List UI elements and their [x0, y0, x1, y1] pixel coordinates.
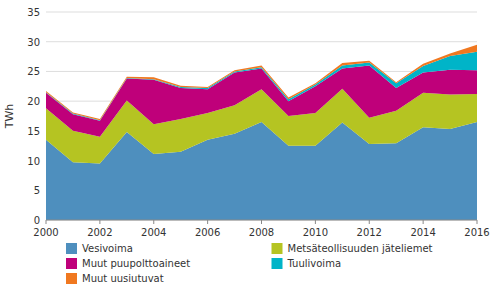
- y-tick-label: 30: [27, 37, 40, 48]
- x-tick-label: 2000: [33, 227, 58, 238]
- y-tick-label: 15: [27, 126, 40, 137]
- grid: [46, 12, 477, 220]
- legend-label: Tuulivoima: [287, 258, 342, 269]
- x-tick: [315, 220, 316, 224]
- x-tick: [477, 220, 478, 224]
- y-tick-label: 35: [27, 7, 40, 18]
- areas: [46, 45, 477, 220]
- chart: 0 5 10 15 20 25 30 35 2000 2002 2004 2006 2008 2010 20…: [0, 0, 491, 303]
- y-tick-label: 10: [27, 156, 40, 167]
- y-tick-label: 20: [27, 96, 40, 107]
- x-tick: [261, 220, 262, 224]
- legend-label: Vesivoima: [82, 243, 133, 254]
- x-tick: [369, 220, 370, 224]
- y-tick-label: 5: [34, 185, 40, 196]
- x-tick-label: 2010: [303, 227, 328, 238]
- grid-line: [46, 41, 477, 42]
- legend-swatch: [272, 243, 283, 254]
- y-axis-label: TWh: [3, 104, 16, 130]
- legend-swatch: [66, 243, 77, 254]
- x-tick: [46, 220, 47, 224]
- grid-line: [46, 12, 477, 13]
- y-tick-label: 0: [34, 215, 40, 226]
- legend-label: Muut puupolttoaineet: [82, 258, 190, 269]
- area: [46, 52, 477, 121]
- x-tick: [423, 220, 424, 224]
- x-tick: [207, 220, 208, 224]
- x-tick-label: 2008: [249, 227, 274, 238]
- x-tick-label: 2004: [141, 227, 166, 238]
- x-tick: [153, 220, 154, 224]
- x-tick-label: 2002: [87, 227, 112, 238]
- legend-swatch: [66, 258, 77, 269]
- x-tick: [99, 220, 100, 224]
- x-tick-label: 2014: [410, 227, 435, 238]
- legend-swatch: [272, 258, 283, 269]
- legend-label: Metsäteollisuuden jäteliemet: [288, 243, 433, 254]
- x-tick-label: 2016: [464, 227, 489, 238]
- area: [46, 45, 477, 120]
- x-tick-label: 2006: [195, 227, 220, 238]
- x-tick-label: 2012: [357, 227, 382, 238]
- y-tick-label: 25: [27, 66, 40, 77]
- legend: Vesivoima Metsäteollisuuden jäteliemet Muu…: [66, 243, 433, 284]
- legend-label: Muut uusiutuvat: [82, 273, 164, 284]
- legend-swatch: [66, 273, 77, 284]
